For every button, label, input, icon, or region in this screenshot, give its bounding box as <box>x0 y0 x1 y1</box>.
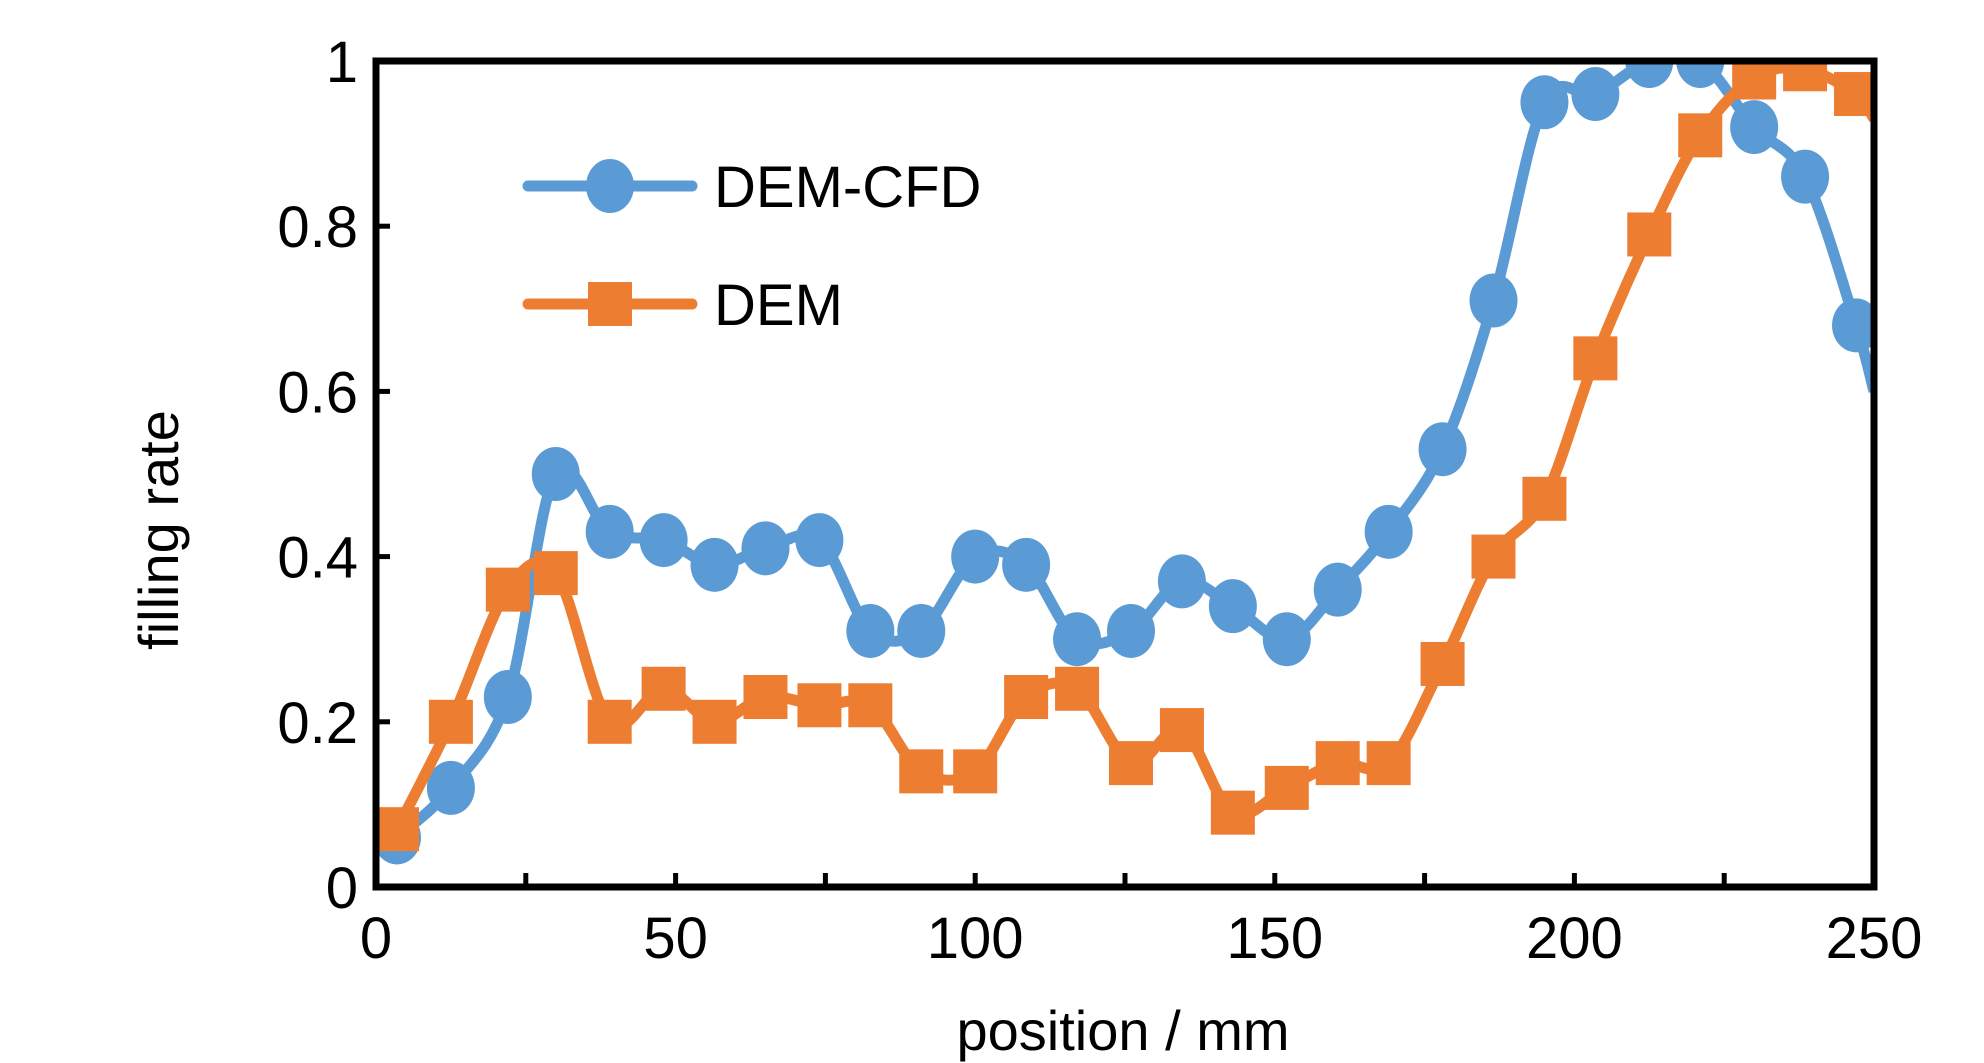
data-point-dem-15 <box>1159 708 1204 753</box>
data-point-dem-cfd-19 <box>1364 504 1413 559</box>
data-point-dem-14 <box>1108 741 1153 786</box>
data-point-dem-12 <box>1004 675 1049 720</box>
x-axis-title: position / mm <box>957 999 1290 1062</box>
data-point-dem-cfd-27 <box>1781 149 1830 204</box>
data-point-dem-cfd-18 <box>1313 562 1362 617</box>
data-point-dem-6 <box>692 699 737 744</box>
y-tick-label-0: 0 <box>326 856 358 921</box>
data-point-dem-2 <box>485 567 530 612</box>
data-point-dem-8 <box>797 683 842 728</box>
data-point-dem-cfd-25 <box>1676 58 1725 88</box>
data-point-dem-19 <box>1366 741 1411 786</box>
y-tick-label-0-4: 0.4 <box>277 526 358 591</box>
data-point-dem-18 <box>1315 741 1360 786</box>
data-point-dem-22 <box>1522 476 1567 521</box>
data-point-dem-cfd-13 <box>1053 612 1102 667</box>
x-axis-ticks: 0 50 100 150 200 250 <box>360 873 1923 971</box>
legend: DEM-CFD DEM <box>522 155 981 338</box>
data-point-dem-cfd-11 <box>951 529 1000 584</box>
y-tick-label-0-8: 0.8 <box>277 195 358 260</box>
legend-item-dem-cfd: DEM-CFD <box>522 155 981 220</box>
legend-label-dem: DEM <box>714 273 843 338</box>
y-tick-label-0-2: 0.2 <box>277 691 358 756</box>
legend-marker-dem <box>588 282 632 326</box>
data-point-dem-cfd-21 <box>1469 273 1518 328</box>
data-point-dem-9 <box>848 683 893 728</box>
y-tick-label-0-6: 0.6 <box>277 360 358 425</box>
x-tick-label-200: 200 <box>1526 906 1623 971</box>
data-point-dem-cfd-20 <box>1418 422 1467 477</box>
data-point-dem-cfd-8 <box>795 513 844 568</box>
data-point-dem-cfd-26 <box>1730 100 1779 155</box>
y-axis-ticks: 0 0.2 0.4 0.6 0.8 1 <box>277 30 390 921</box>
x-tick-label-150: 150 <box>1226 906 1323 971</box>
data-point-dem-28 <box>1834 72 1874 117</box>
plot-area-frame <box>372 57 1878 891</box>
data-point-dem-25 <box>1678 113 1723 158</box>
data-point-dem-0 <box>376 807 419 852</box>
data-point-dem-cfd-17 <box>1262 612 1311 667</box>
data-point-dem-cfd-6 <box>690 537 739 592</box>
data-point-dem-cfd-1 <box>426 760 475 815</box>
data-point-dem-cfd-28 <box>1832 298 1874 353</box>
data-point-dem-11 <box>953 749 998 794</box>
data-point-dem-cfd-7 <box>741 521 790 576</box>
data-point-dem-cfd-10 <box>897 603 946 658</box>
data-point-dem-cfd-16 <box>1208 579 1257 634</box>
data-point-dem-21 <box>1471 534 1516 579</box>
data-point-dem-13 <box>1055 666 1100 711</box>
data-point-dem-cfd-12 <box>1002 537 1051 592</box>
data-point-dem-17 <box>1264 765 1309 810</box>
y-tick-label-1: 1 <box>326 30 358 95</box>
data-point-dem-4 <box>587 699 632 744</box>
data-point-dem-27 <box>1783 58 1828 92</box>
data-point-dem-23 <box>1573 336 1618 381</box>
data-point-dem-cfd-23 <box>1571 67 1620 122</box>
data-point-dem-10 <box>899 749 944 794</box>
x-tick-label-0: 0 <box>360 906 392 971</box>
x-tick-label-250: 250 <box>1826 906 1923 971</box>
data-point-dem-cfd-15 <box>1157 554 1206 609</box>
data-point-dem-cfd-22 <box>1520 75 1569 130</box>
y-axis-title: filling rate <box>127 410 190 650</box>
data-point-dem-cfd-24 <box>1625 58 1674 88</box>
series-dem <box>376 58 1874 852</box>
x-tick-label-100: 100 <box>927 906 1024 971</box>
data-point-dem-cfd-9 <box>846 603 895 658</box>
data-point-dem-cfd-5 <box>639 513 688 568</box>
legend-item-dem: DEM <box>522 273 843 338</box>
data-point-dem-24 <box>1627 212 1672 257</box>
data-point-dem-7 <box>743 675 788 720</box>
legend-label-dem-cfd: DEM-CFD <box>714 155 981 220</box>
data-point-dem-16 <box>1210 790 1255 835</box>
data-point-dem-5 <box>641 666 686 711</box>
x-tick-label-50: 50 <box>643 906 708 971</box>
data-point-dem-1 <box>428 699 473 744</box>
data-point-dem-20 <box>1420 641 1465 686</box>
data-point-dem-26 <box>1732 58 1777 100</box>
data-point-dem-cfd-14 <box>1106 603 1155 658</box>
data-point-dem-cfd-3 <box>531 447 580 501</box>
data-point-dem-cfd-4 <box>585 504 634 559</box>
series-layer <box>376 58 1874 865</box>
data-point-dem-3 <box>533 551 578 596</box>
data-point-dem-cfd-2 <box>483 670 532 725</box>
legend-marker-dem-cfd <box>586 159 634 213</box>
